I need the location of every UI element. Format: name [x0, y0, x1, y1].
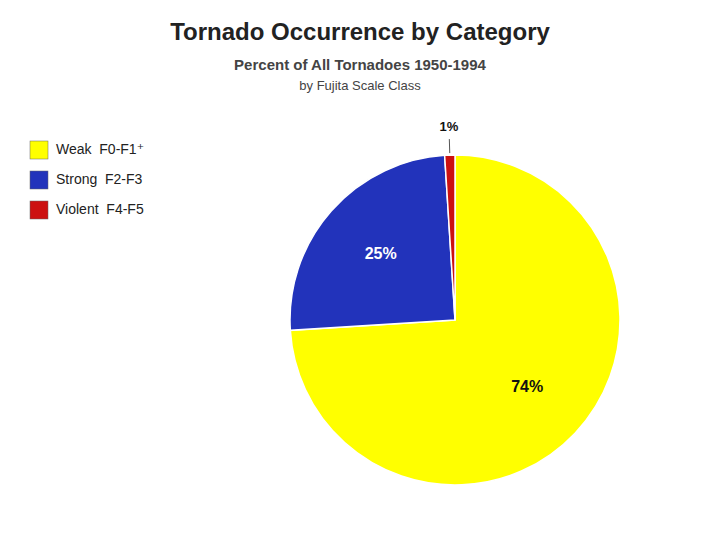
legend-label: Violent F4-F5 — [56, 201, 144, 217]
data-label: 74% — [511, 378, 543, 395]
title: Tornado Occurrence by Category — [170, 18, 550, 45]
pie-slice — [290, 155, 455, 330]
legend-swatch — [30, 171, 48, 189]
label-leader — [449, 139, 450, 153]
legend-label: Weak F0-F1⁺ — [56, 141, 144, 157]
legend: Weak F0-F1⁺ Strong F2-F3 Violent F4-F5 — [30, 141, 144, 219]
data-labels: 74% 25% 1% — [365, 119, 543, 395]
pie-slice — [290, 155, 620, 485]
pie-slice — [445, 155, 455, 320]
background — [0, 0, 720, 540]
subtitle: Percent of All Tornadoes 1950-1994 — [234, 56, 486, 73]
data-label: 25% — [365, 245, 397, 262]
legend-swatch — [30, 141, 48, 159]
legend-swatch — [30, 201, 48, 219]
pie — [290, 155, 620, 485]
chart-container: Tornado Occurrence by Category Percent of… — [0, 0, 720, 540]
chart: Tornado Occurrence by Category Percent of… — [0, 0, 720, 540]
subtitle: by Fujita Scale Class — [299, 78, 421, 93]
legend-label: Strong F2-F3 — [56, 171, 143, 187]
data-label: 1% — [440, 119, 459, 134]
